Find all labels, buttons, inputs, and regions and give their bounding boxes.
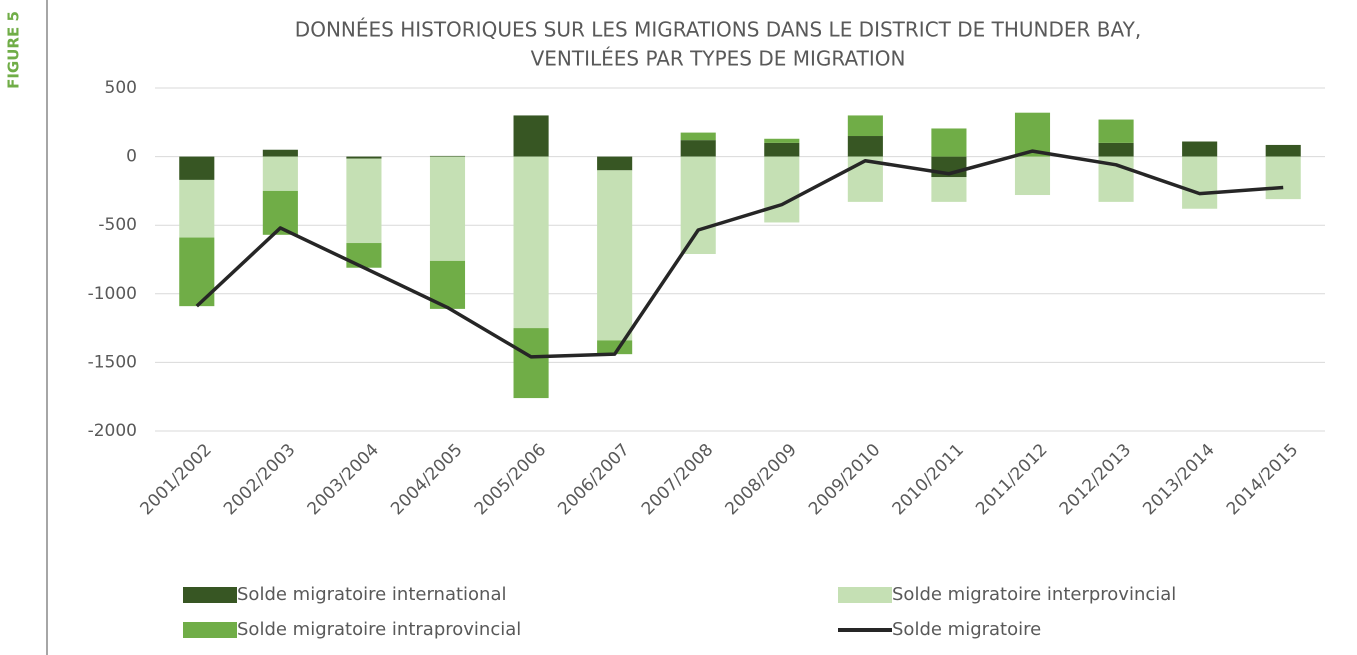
bar [1098,119,1134,143]
bar [931,177,967,202]
chart-title: DONNÉES HISTORIQUES SUR LES MIGRATIONS D… [295,18,1141,42]
bar [764,138,800,143]
bar [680,132,716,141]
x-tick-label: 2010/2011 [889,440,968,519]
bar [262,156,298,191]
bar [680,140,716,157]
y-tick-label: -2000 [88,421,137,441]
legend-swatch [838,587,892,603]
bar [1098,142,1134,157]
x-tick-label: 2008/2009 [721,440,800,519]
x-tick-label: 2005/2006 [471,440,550,519]
x-tick-label: 2011/2012 [972,440,1051,519]
bar [847,136,883,157]
bar [764,156,800,223]
bar [179,156,215,180]
legend-label: Solde migratoire [892,619,1041,640]
line [195,149,1284,359]
x-tick-label: 2007/2008 [638,440,717,519]
bar [680,156,716,255]
legend-label: Solde migratoire intraprovincial [237,619,521,640]
x-tick-label: 2009/2010 [805,440,884,519]
y-tick-label: -1000 [88,284,137,304]
legend-swatch [183,622,237,638]
x-tick-label: 2013/2014 [1139,440,1218,519]
bar [1265,144,1301,157]
chart-title: VENTILÉES PAR TYPES DE MIGRATION [531,47,906,71]
bar [346,158,382,244]
y-tick-label: 500 [105,78,137,98]
bar [1014,112,1051,157]
bar [179,179,215,238]
bar [513,328,549,399]
x-tick-label: 2012/2013 [1056,440,1135,519]
bar [597,156,633,171]
bar [597,170,633,341]
bar [931,128,967,157]
bar [429,155,466,157]
bar [262,149,298,157]
y-tick-label: -500 [98,215,137,235]
x-tick-label: 2006/2007 [554,440,633,519]
bar [346,156,382,159]
bar [429,156,466,261]
x-tick-label: 2001/2002 [136,440,215,519]
figure-label: FIGURE 5 [5,11,23,89]
bar [1182,141,1218,157]
bar [847,115,883,137]
bar [346,243,382,268]
x-tick-label: 2014/2015 [1223,440,1302,519]
legend-label: Solde migratoire international [237,584,507,605]
y-tick-label: 0 [126,147,137,167]
legend-swatch [183,587,237,603]
bar [764,142,800,157]
x-tick-label: 2003/2004 [304,440,383,519]
x-tick-label: 2002/2003 [220,440,299,519]
bar [1265,156,1301,200]
legend-label: Solde migratoire interprovincial [892,584,1176,605]
y-tick-label: -1500 [88,352,137,372]
bar [1014,156,1051,196]
bar [513,156,549,329]
bar [1182,156,1218,209]
bar [513,115,549,157]
x-tick-label: 2004/2005 [387,440,466,519]
